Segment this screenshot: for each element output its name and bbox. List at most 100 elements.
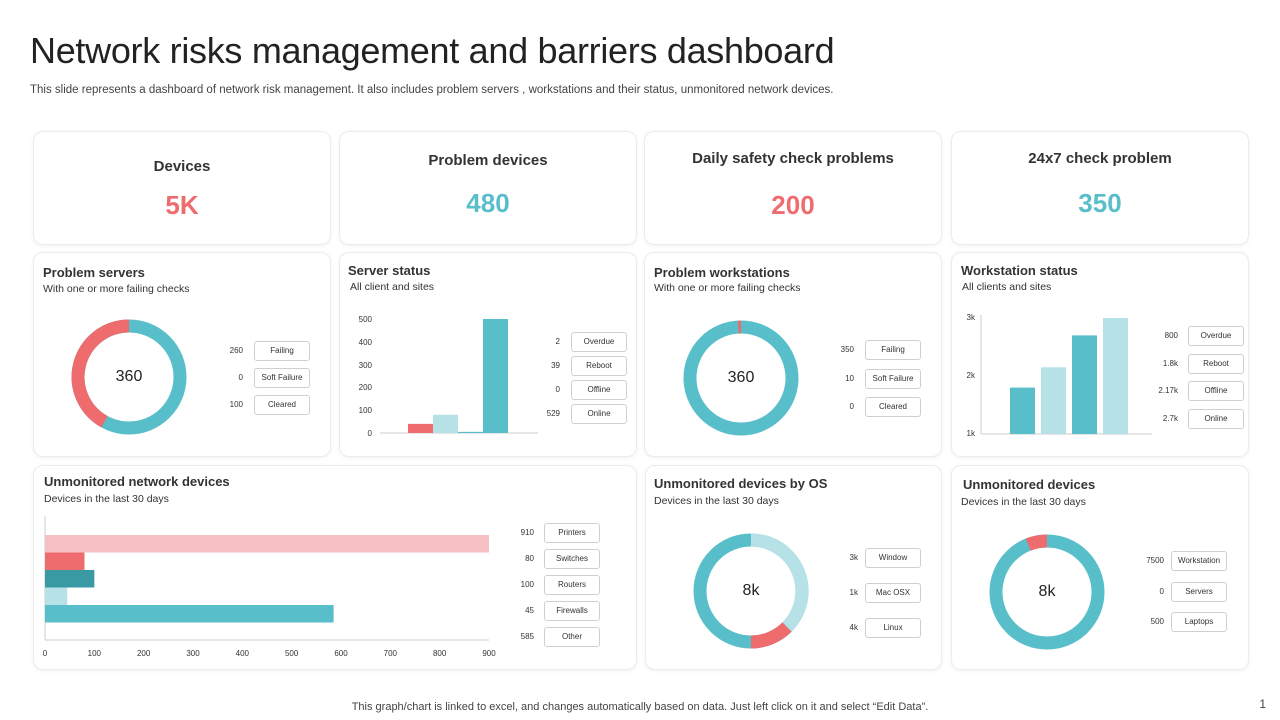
- legend-pill-online: Online: [571, 404, 627, 424]
- x-tick-label: 900: [482, 649, 496, 658]
- page-number: 1: [1259, 697, 1266, 711]
- legend-value: 585: [520, 632, 534, 641]
- y-tick-label: 3k: [967, 313, 976, 322]
- y-tick-label: 100: [359, 406, 373, 415]
- donut-segment-window: [750, 533, 809, 632]
- legend-value: 800: [1164, 331, 1178, 340]
- bar-overdue: [1010, 387, 1035, 434]
- kpi-card-problem-devices: Problem devices 480: [339, 131, 637, 245]
- donut-center-value: 8k: [742, 582, 760, 599]
- donut-segment-mac: [750, 622, 792, 649]
- bar-offline: [458, 431, 483, 433]
- donut-center-value: 8k: [1038, 583, 1056, 600]
- legend-value: 2.7k: [1162, 414, 1178, 423]
- legend-value: 0: [1159, 587, 1164, 596]
- x-tick-label: 600: [334, 649, 348, 658]
- kpi-value: 480: [466, 188, 510, 218]
- legend-pill-offline: Offline: [1188, 381, 1244, 401]
- panel-title: Server status: [348, 263, 431, 278]
- donut-center-value: 360: [115, 368, 143, 385]
- kpi-label: Devices: [153, 158, 211, 175]
- legend-pill-reboot: Reboot: [571, 356, 627, 376]
- legend-value: 0: [849, 402, 854, 411]
- legend-value: 260: [229, 346, 243, 355]
- kpi-card-devices: Devices 5K: [33, 131, 331, 245]
- legend-pill-cleared: Cleared: [865, 397, 921, 417]
- legend-value: 1.8k: [1162, 359, 1178, 368]
- legend-value: 45: [525, 606, 534, 615]
- workstation-status-bar-chart: 1k 2k 3k: [967, 313, 1152, 438]
- bar-switches: [45, 552, 85, 570]
- legend-pill-linux: Linux: [865, 618, 921, 638]
- legend-value: 529: [546, 409, 560, 418]
- x-tick-label: 0: [43, 649, 48, 658]
- page-title: Network risks management and barriers da…: [30, 30, 835, 71]
- legend-pill-soft-failure: Soft Failure: [865, 369, 921, 389]
- unmonitored-devices-donut: [989, 534, 1105, 650]
- bar-printers: [45, 535, 489, 553]
- unmonitored-os-donut: [693, 533, 809, 649]
- x-tick-label: 300: [186, 649, 200, 658]
- legend-value: 500: [1150, 617, 1164, 626]
- kpi-value: 200: [771, 190, 815, 220]
- legend-pill-printers: Printers: [544, 523, 600, 543]
- kpi-label: Daily safety check problems: [692, 150, 894, 167]
- legend-pill-offline: Offline: [571, 380, 627, 400]
- legend-value: 10: [845, 374, 854, 383]
- legend-value: 0: [238, 373, 243, 382]
- unmonitored-network-panel: Unmonitored network devices Devices in t…: [33, 465, 637, 670]
- legend-pill-reboot: Reboot: [1188, 354, 1244, 374]
- legend-value: 2.17k: [1158, 386, 1178, 395]
- x-tick-label: 700: [384, 649, 398, 658]
- panel-subtitle: Devices in the last 30 days: [961, 496, 1086, 508]
- bar-online: [483, 319, 508, 433]
- legend-pill-other: Other: [544, 627, 600, 647]
- panel-subtitle: All clients and sites: [962, 281, 1052, 293]
- panel-subtitle: All client and sites: [350, 281, 435, 293]
- y-tick-label: 200: [359, 383, 373, 392]
- kpi-value: 350: [1078, 188, 1122, 218]
- page-subtitle: This slide represents a dashboard of net…: [30, 84, 834, 96]
- server-status-bar-chart: 0 100 200 300 400 500: [359, 315, 538, 438]
- y-tick-label: 500: [359, 315, 373, 324]
- legend-pill-firewalls: Firewalls: [544, 601, 600, 621]
- workstation-status-panel: Workstation status All clients and sites…: [951, 252, 1249, 457]
- legend-value: 2: [555, 337, 560, 346]
- panel-title: Workstation status: [961, 263, 1078, 278]
- legend-pill-failing: Failing: [865, 340, 921, 360]
- panel-title: Unmonitored network devices: [44, 474, 230, 489]
- legend-pill-failing: Failing: [254, 341, 310, 361]
- legend-value: 7500: [1146, 556, 1164, 565]
- legend-pill-online: Online: [1188, 409, 1244, 429]
- legend-pill-cleared: Cleared: [254, 395, 310, 415]
- bar-routers: [45, 570, 95, 588]
- legend-pill-switches: Switches: [544, 549, 600, 569]
- x-tick-label: 400: [236, 649, 250, 658]
- legend-pill-soft-failure: Soft Failure: [254, 368, 310, 388]
- donut-segment-cleared: [71, 319, 130, 428]
- footer-note: This graph/chart is linked to excel, and…: [351, 701, 929, 713]
- kpi-value: 5K: [165, 190, 199, 220]
- legend-pill-overdue: Overdue: [571, 332, 627, 352]
- y-tick-label: 400: [359, 338, 373, 347]
- kpi-label: Problem devices: [428, 152, 548, 169]
- bar-overdue: [408, 423, 433, 433]
- bar-offline: [1072, 335, 1097, 434]
- bar-reboot: [1041, 367, 1066, 434]
- donut-center-value: 360: [727, 369, 755, 386]
- x-tick-label: 800: [433, 649, 447, 658]
- legend-value: 0: [555, 385, 560, 394]
- legend-pill-servers: Servers: [1171, 582, 1227, 602]
- unmonitored-network-hbar-chart: 0 100 200 300 400 500 600 700 800 900: [43, 516, 496, 658]
- legend-value: 1k: [849, 588, 858, 597]
- legend-value: 3k: [849, 553, 858, 562]
- unmonitored-devices-panel: Unmonitored devices Devices in the last …: [951, 465, 1249, 670]
- problem-workstations-donut: [683, 320, 799, 436]
- y-tick-label: 300: [359, 361, 373, 370]
- x-tick-label: 100: [88, 649, 102, 658]
- legend-value: 910: [520, 528, 534, 537]
- legend-value: 80: [525, 554, 534, 563]
- legend-value: 4k: [849, 623, 858, 632]
- panel-subtitle: Devices in the last 30 days: [654, 495, 779, 507]
- legend-value: 350: [840, 345, 854, 354]
